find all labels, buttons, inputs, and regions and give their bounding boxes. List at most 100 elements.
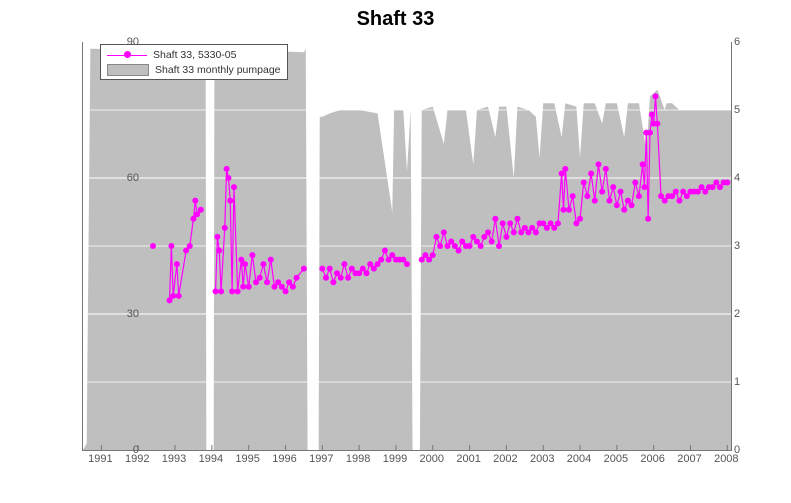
chloride-point bbox=[500, 220, 506, 226]
x-tick: 1993 bbox=[162, 453, 186, 465]
chloride-point bbox=[645, 216, 651, 222]
x-tick: 2007 bbox=[677, 453, 701, 465]
y-right-tick: 4 bbox=[734, 172, 740, 184]
chloride-point bbox=[588, 170, 594, 176]
chloride-point bbox=[242, 261, 248, 267]
chloride-point bbox=[607, 198, 613, 204]
chloride-point bbox=[647, 130, 653, 136]
chloride-point bbox=[592, 198, 598, 204]
x-tick: 1996 bbox=[272, 453, 296, 465]
chloride-point bbox=[621, 207, 627, 213]
x-tick: 2002 bbox=[493, 453, 517, 465]
chloride-point bbox=[492, 216, 498, 222]
chloride-point bbox=[581, 180, 587, 186]
legend-area-sample bbox=[107, 64, 149, 76]
chloride-point bbox=[511, 229, 517, 235]
chart-container: Shaft 33 Chloride concentration, in mill… bbox=[0, 0, 791, 503]
chloride-point bbox=[174, 261, 180, 267]
y-left-tick: 30 bbox=[115, 308, 139, 320]
chloride-point bbox=[218, 288, 224, 294]
x-tick: 1995 bbox=[235, 453, 259, 465]
chloride-point bbox=[187, 243, 193, 249]
chloride-point bbox=[341, 261, 347, 267]
chloride-point bbox=[673, 189, 679, 195]
chloride-point bbox=[649, 112, 655, 118]
x-tick: 2001 bbox=[456, 453, 480, 465]
chloride-point bbox=[222, 225, 228, 231]
x-tick: 2006 bbox=[640, 453, 664, 465]
chloride-point bbox=[636, 193, 642, 199]
chloride-point bbox=[231, 184, 237, 190]
chloride-point bbox=[338, 275, 344, 281]
x-tick: 2008 bbox=[714, 453, 738, 465]
chloride-point bbox=[577, 216, 583, 222]
chloride-point bbox=[560, 207, 566, 213]
chloride-point bbox=[268, 257, 274, 263]
chloride-point bbox=[433, 234, 439, 240]
y-right-tick: 3 bbox=[734, 240, 740, 252]
legend-item-area: Shaft 33 monthly pumpage bbox=[107, 62, 281, 77]
chloride-point bbox=[213, 288, 219, 294]
x-tick: 1994 bbox=[199, 453, 223, 465]
legend-label-2: Shaft 33 monthly pumpage bbox=[155, 64, 281, 76]
chloride-point bbox=[640, 161, 646, 167]
legend: Shaft 33, 5330-05 Shaft 33 monthly pumpa… bbox=[100, 44, 288, 80]
y-right-tick: 2 bbox=[734, 308, 740, 320]
chloride-point bbox=[216, 248, 222, 254]
chloride-point bbox=[170, 293, 176, 299]
chloride-point bbox=[168, 243, 174, 249]
chloride-point bbox=[562, 166, 568, 172]
chloride-point bbox=[229, 288, 235, 294]
x-tick: 1999 bbox=[383, 453, 407, 465]
x-tick: 1997 bbox=[309, 453, 333, 465]
chloride-point bbox=[566, 207, 572, 213]
chloride-point bbox=[430, 252, 436, 258]
chloride-point bbox=[294, 275, 300, 281]
chloride-point bbox=[301, 266, 307, 272]
chloride-point bbox=[570, 193, 576, 199]
x-tick: 2004 bbox=[567, 453, 591, 465]
chart-title: Shaft 33 bbox=[0, 8, 791, 31]
x-tick: 1998 bbox=[346, 453, 370, 465]
chloride-point bbox=[441, 229, 447, 235]
chloride-point bbox=[632, 180, 638, 186]
legend-label-1: Shaft 33, 5330-05 bbox=[153, 49, 236, 61]
chloride-point bbox=[514, 216, 520, 222]
y-right-tick: 5 bbox=[734, 104, 740, 116]
chloride-point bbox=[614, 202, 620, 208]
chloride-point bbox=[290, 284, 296, 290]
chloride-point bbox=[584, 193, 590, 199]
chloride-point bbox=[323, 275, 329, 281]
chloride-point bbox=[629, 202, 635, 208]
chloride-point bbox=[240, 284, 246, 290]
chloride-point bbox=[264, 279, 270, 285]
chloride-point bbox=[533, 229, 539, 235]
chloride-point bbox=[489, 238, 495, 244]
legend-item-line: Shaft 33, 5330-05 bbox=[107, 47, 281, 62]
chloride-point bbox=[618, 189, 624, 195]
chloride-point bbox=[224, 166, 230, 172]
x-tick: 2005 bbox=[604, 453, 628, 465]
x-tick: 1992 bbox=[125, 453, 149, 465]
chloride-point bbox=[478, 243, 484, 249]
chloride-point bbox=[214, 234, 220, 240]
x-tick: 1991 bbox=[88, 453, 112, 465]
plot-area bbox=[82, 42, 732, 451]
chloride-point bbox=[260, 261, 266, 267]
chloride-point bbox=[654, 121, 660, 127]
chloride-point bbox=[641, 184, 647, 190]
chloride-point bbox=[235, 288, 241, 294]
chloride-point bbox=[507, 220, 513, 226]
chloride-point bbox=[225, 175, 231, 181]
chloride-point bbox=[319, 266, 325, 272]
chloride-point bbox=[404, 261, 410, 267]
chloride-point bbox=[610, 184, 616, 190]
chloride-point bbox=[227, 198, 233, 204]
chloride-point bbox=[192, 198, 198, 204]
chloride-point bbox=[555, 220, 561, 226]
chloride-point bbox=[345, 275, 351, 281]
pumpage-area bbox=[83, 49, 731, 450]
chloride-point bbox=[595, 161, 601, 167]
chloride-point bbox=[724, 180, 730, 186]
chloride-point bbox=[467, 243, 473, 249]
